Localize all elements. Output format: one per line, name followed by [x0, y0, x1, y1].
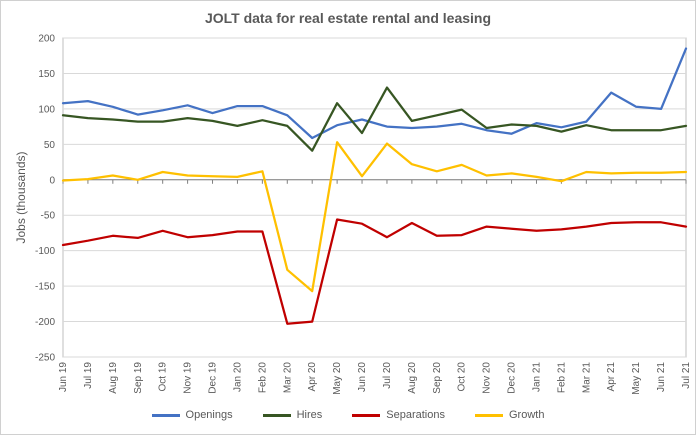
x-tick-label: Dec 20	[507, 362, 518, 394]
y-tick-label: 0	[49, 175, 55, 186]
legend-item-openings: Openings	[151, 409, 233, 421]
x-tick-label: Aug 20	[407, 362, 418, 394]
x-tick-label: Oct 20	[457, 362, 468, 392]
x-tick-label: Jan 21	[531, 362, 542, 392]
x-tick-label: Mar 21	[581, 362, 592, 394]
y-tick-label: 150	[38, 69, 55, 80]
x-tick-label: Apr 20	[307, 362, 318, 392]
x-tick-label: Feb 21	[556, 362, 567, 394]
y-tick-label: 200	[38, 34, 55, 45]
series-layer	[61, 47, 688, 325]
x-tick-label: Dec 19	[208, 362, 219, 394]
legend-swatch-hires	[262, 413, 291, 417]
legend-item-growth: Growth	[475, 409, 544, 421]
legend-label-separations: Separations	[386, 409, 445, 421]
y-tick-label: 50	[44, 140, 56, 151]
x-tick-label: Sep 20	[432, 362, 443, 394]
x-tick-label: Jun 20	[357, 362, 368, 392]
series-line-growth	[61, 141, 688, 293]
x-tick-label: Sep 19	[133, 362, 144, 394]
x-tick-label: Jun 19	[58, 362, 69, 392]
x-tick-label: Jul 19	[83, 362, 94, 389]
x-tick-label: May 21	[631, 362, 642, 395]
legend-item-separations: Separations	[352, 409, 445, 421]
x-tick-label: Feb 20	[257, 362, 268, 394]
legend-label-openings: Openings	[185, 409, 233, 421]
legend-item-hires: Hires	[262, 409, 323, 421]
y-axis-title: Jobs (thousands)	[14, 151, 28, 243]
x-tick-label: May 20	[332, 362, 343, 395]
plot-area-border	[62, 37, 687, 358]
chart-title: JOLT data for real estate rental and lea…	[204, 10, 492, 26]
x-tick-label: Jan 20	[232, 362, 243, 392]
legend-swatch-openings	[151, 413, 180, 417]
x-tick-label: Jul 20	[382, 362, 393, 389]
x-tick-label: Nov 19	[183, 362, 194, 394]
chart-legend: Openings Hires Separations Growth	[1, 409, 695, 421]
y-tick-label: 100	[38, 104, 55, 115]
x-tick-label: Apr 21	[606, 362, 617, 392]
series-line-hires	[61, 86, 688, 152]
y-tick-label: -250	[35, 353, 55, 364]
series-line-openings	[61, 47, 688, 140]
x-tick-label: Nov 20	[482, 362, 493, 394]
y-tick-label: -200	[35, 317, 55, 328]
legend-swatch-growth	[475, 413, 503, 417]
x-tick-label: Jun 21	[656, 362, 667, 392]
grid-layer	[62, 37, 687, 358]
y-tick-label: -100	[35, 246, 55, 257]
x-tick-label: Mar 20	[282, 362, 293, 394]
x-tick-label: Oct 19	[158, 362, 169, 392]
legend-swatch-separations	[352, 413, 381, 417]
legend-label-hires: Hires	[296, 409, 323, 421]
x-tick-label: Jul 21	[681, 362, 692, 389]
y-tick-label: -150	[35, 282, 55, 293]
y-tick-label: -50	[41, 211, 56, 222]
series-line-separations	[61, 218, 688, 325]
x-tick-label: Aug 19	[108, 362, 119, 394]
legend-label-growth: Growth	[509, 409, 545, 421]
